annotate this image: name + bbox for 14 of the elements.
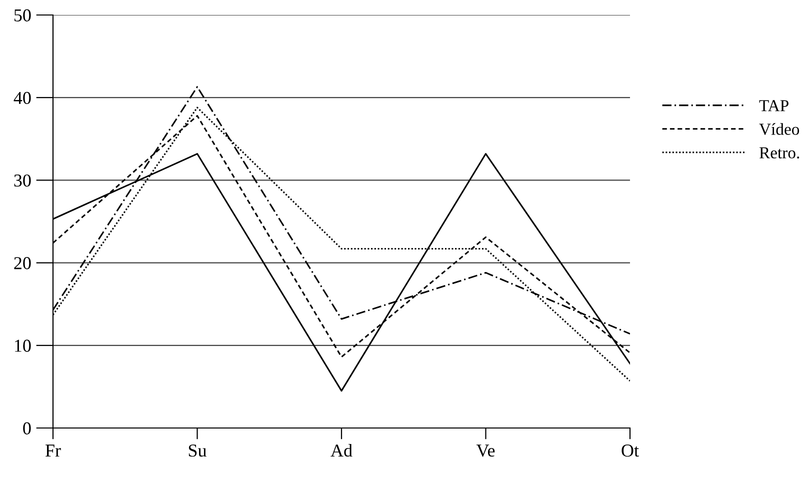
x-tick-label: Ad — [330, 444, 352, 457]
y-tick-label: 20 — [14, 257, 31, 270]
x-tick-label: Ve — [476, 444, 495, 457]
y-tick-label: 30 — [14, 174, 31, 187]
x-tick-label: Fr — [45, 444, 61, 456]
y-tick-label: 10 — [15, 340, 31, 352]
y-tick-label: 0 — [23, 422, 31, 434]
y-tick-label: 40 — [14, 92, 31, 104]
text: TAP — [759, 100, 788, 112]
x-tick-label: Su — [188, 444, 206, 457]
text: Retro. — [759, 147, 800, 158]
text: Vídeo — [759, 123, 800, 135]
y-tick-label: 50 — [14, 9, 31, 22]
x-tick-label: Ot — [622, 444, 639, 457]
